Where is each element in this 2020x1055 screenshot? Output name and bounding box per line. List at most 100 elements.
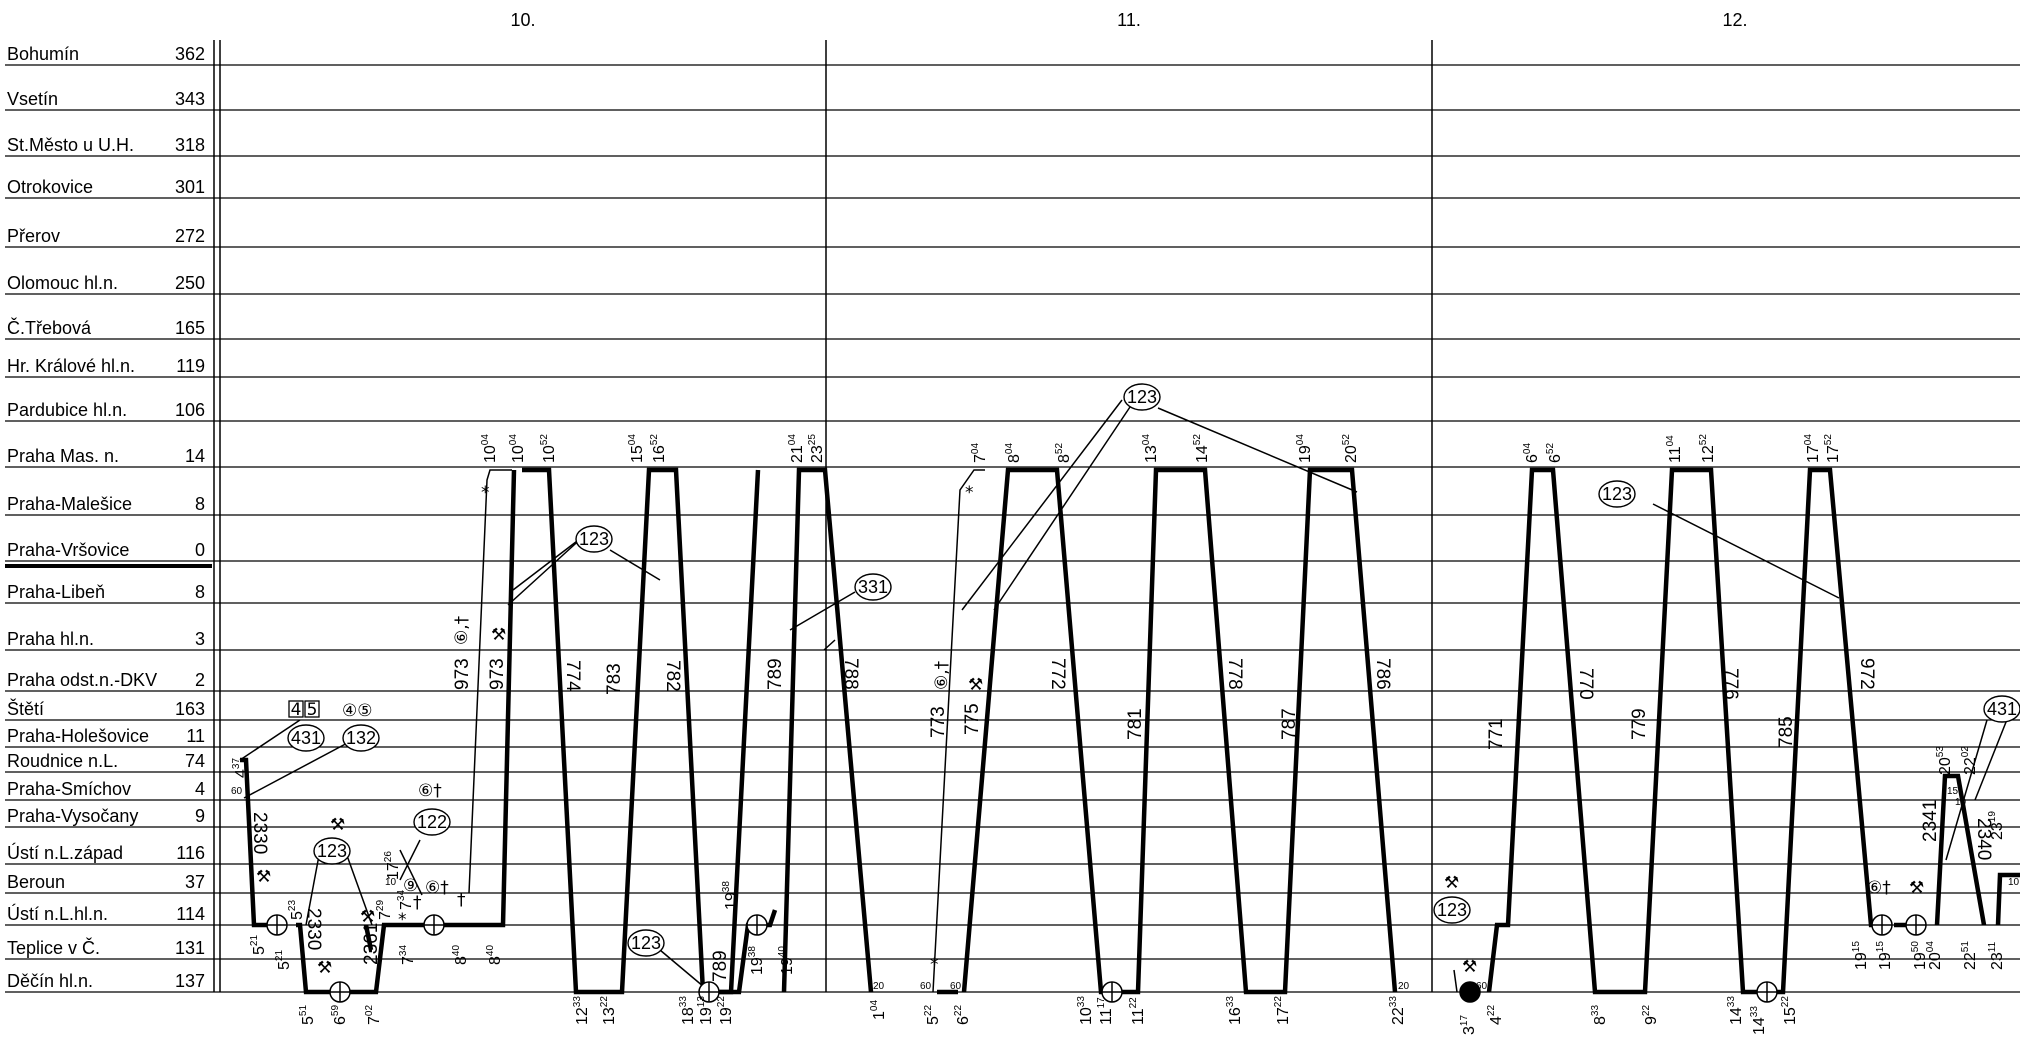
station-name: Olomouc hl.n. [7, 273, 118, 293]
time-minutes: 33 [1076, 996, 1087, 1008]
time-label: 2319 [1987, 811, 2006, 840]
pickaxe-icon: ⚒ [491, 625, 506, 645]
time-minutes: 04 [1665, 435, 1676, 447]
station-km: 4 [195, 779, 205, 799]
station-km: 106 [175, 400, 205, 420]
time-hour: 20 [1343, 445, 1360, 463]
time-hour: 19 [749, 957, 766, 975]
station-km: 2 [195, 670, 205, 690]
time-label: 2233 [1388, 996, 1407, 1025]
time-hour: 3 [1461, 1026, 1478, 1035]
time-minutes: 33 [1225, 996, 1236, 1008]
station-km: 301 [175, 177, 205, 197]
time-label: 1122 [1128, 997, 1147, 1025]
pickaxe-icon: ⚒ [317, 958, 332, 978]
time-hour: 21 [789, 445, 806, 463]
time-minutes: 40 [485, 945, 496, 957]
time-label: 2202 [1960, 746, 1979, 775]
time-label: 1652 [649, 434, 668, 463]
time-label: 734 [396, 890, 415, 910]
time-hour: 10 [1078, 1007, 1095, 1025]
station-km: 343 [175, 89, 205, 109]
pickaxe-icon: ⚒ [256, 867, 271, 887]
time-minutes: 51 [1960, 941, 1971, 953]
station-name: Ústí n.L.hl.n. [7, 903, 108, 924]
time-hour: 22 [1962, 952, 1979, 970]
time-minutes: 25 [807, 434, 818, 446]
train-number-2361: 2361 [361, 923, 382, 965]
station-name: St.Město u U.H. [7, 135, 134, 155]
time-label: 1117 [1096, 997, 1115, 1025]
circled-label-431: 431 [1987, 699, 2017, 719]
circled-label-123: 123 [579, 529, 609, 549]
pickaxe-icon: ⚒ [968, 675, 983, 695]
station-name: Praha-Malešice [7, 494, 132, 514]
time-minutes: 04 [480, 434, 491, 446]
station-name: Č.Třebová [7, 317, 92, 338]
day-symbol-9: ⑨ [403, 876, 418, 896]
time-label: 1726 [383, 851, 402, 880]
time-hour: 10 [510, 445, 527, 463]
time-label: 317 [1459, 1015, 1478, 1035]
time-minutes: 33 [678, 996, 689, 1008]
day-symbol-6-cross: ⑥† [418, 781, 442, 801]
time-minutes: 22 [1128, 997, 1139, 1009]
station-name: Praha-Vysočany [7, 806, 138, 826]
time-label: 1522 [1780, 996, 1799, 1025]
train-number-772: 772 [1047, 658, 1068, 690]
station-km: 165 [175, 318, 205, 338]
station-name: Praha odst.n.-DKV [7, 670, 157, 690]
time-hour: 20 [1937, 757, 1954, 775]
station-km: 8 [195, 582, 205, 602]
time-hour: 13 [601, 1007, 618, 1025]
time-hour: 6 [955, 1016, 972, 1025]
pickaxe-icon: ⚒ [1444, 873, 1459, 893]
time-label: 522 [923, 1005, 942, 1025]
time-hour: 15 [629, 445, 646, 463]
minute-marker: 60 [231, 786, 243, 797]
day-label: 11. [1117, 10, 1141, 30]
time-minutes: 33 [1749, 1006, 1760, 1018]
time-minutes: 22 [716, 996, 727, 1008]
time-minutes: 40 [777, 946, 788, 958]
train-paths-thin [239, 399, 2011, 993]
train-number-773: 773 [928, 706, 949, 738]
time-minutes: 22 [1780, 996, 1791, 1008]
time-label: 1322 [599, 996, 618, 1025]
time-hour: 23 [1989, 952, 2006, 970]
junction-markers [266, 914, 1927, 1003]
time-hour: 10 [541, 445, 558, 463]
time-minutes: 52 [1054, 443, 1065, 455]
time-hour: 11 [1098, 1008, 1115, 1025]
day-symbol-6-cross: ⑥,† [932, 660, 952, 690]
time-minutes: 22 [953, 1005, 964, 1017]
time-minutes: 34 [398, 945, 409, 957]
time-label: 1833 [678, 996, 697, 1025]
time-minutes: 11 [1987, 941, 1998, 952]
station-name: Praha-Smíchov [7, 779, 131, 799]
minute-marker: 15 [1947, 786, 1959, 797]
time-minutes: 33 [1590, 1005, 1601, 1017]
time-hour: 13 [1143, 445, 1160, 463]
time-hour: 17 [1825, 445, 1842, 463]
station-name: Štětí [7, 698, 44, 719]
time-label: 729 [375, 900, 394, 920]
train-number-2330: 2330 [249, 812, 270, 854]
time-hour: 17 [1805, 445, 1822, 463]
station-km: 37 [185, 872, 205, 892]
time-minutes: 21 [274, 950, 285, 962]
time-hour: 6 [1547, 454, 1564, 463]
work-symbols: ⚒ ⚒ ⚒ ⚒ ⚒ ⚒ ⚒ ⚒ ⚒ * * * * † † [256, 483, 1924, 978]
time-hour: 14 [1194, 445, 1211, 463]
station-km: 131 [175, 938, 205, 958]
time-label: 521 [249, 935, 268, 955]
circled-labels: 123 123 123 123 123 123 331 431 431 132 … [287, 383, 2020, 957]
time-minutes: 51 [298, 1005, 309, 1017]
time-minutes: 33 [572, 996, 583, 1008]
time-hour: 9 [1643, 1016, 1660, 1025]
station-km: 362 [175, 44, 205, 64]
time-label: 833 [1590, 1005, 1609, 1025]
time-minutes: 04 [508, 434, 519, 446]
time-label: 1915 [1851, 941, 1870, 970]
